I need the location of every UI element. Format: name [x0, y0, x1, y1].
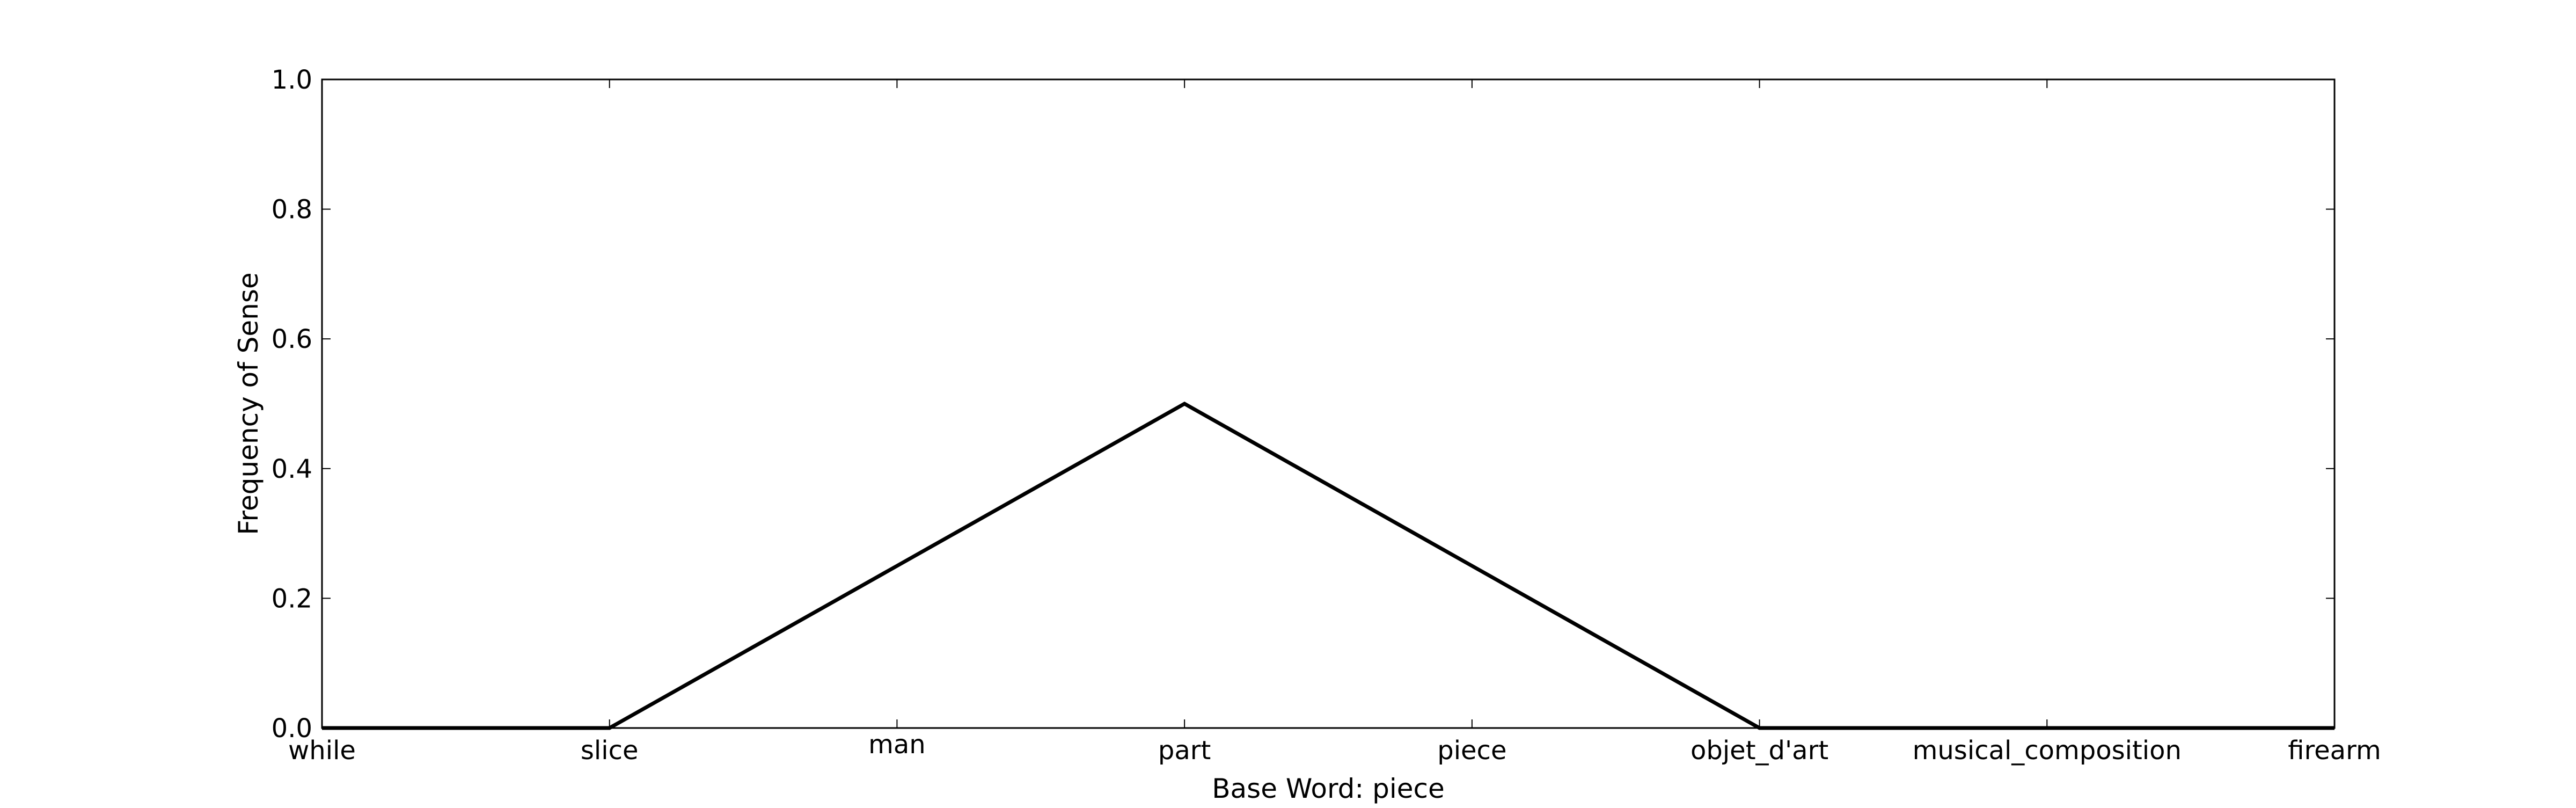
y-tick-label: 0.0 — [272, 714, 312, 744]
plot-area-background — [322, 79, 2334, 728]
x-tick-label: firearm — [2288, 736, 2381, 766]
y-axis-label: Frequency of Sense — [233, 272, 264, 535]
x-tick-label: objet_d'art — [1690, 736, 1828, 766]
x-tick-label: slice — [581, 736, 639, 766]
y-tick-label: 0.6 — [272, 324, 312, 354]
x-tick-label: while — [288, 736, 356, 766]
x-tick-label: musical_composition — [1913, 736, 2182, 766]
y-tick-label: 0.4 — [272, 454, 312, 484]
y-tick-label: 0.2 — [272, 584, 312, 614]
x-tick-label: piece — [1437, 736, 1506, 766]
y-tick-label: 0.8 — [272, 195, 312, 225]
x-axis-label: Base Word: piece — [1212, 773, 1445, 804]
y-ticks: 0.0 0.2 0.4 0.6 0.8 1.0 — [272, 65, 2334, 744]
x-ticks: while slice man part piece objet_d'art musical… — [288, 79, 2381, 766]
x-tick-label: man — [868, 730, 926, 760]
y-tick-label: 1.0 — [272, 65, 312, 95]
plot-frame — [321, 78, 2336, 729]
x-tick-label: part — [1158, 736, 1211, 766]
